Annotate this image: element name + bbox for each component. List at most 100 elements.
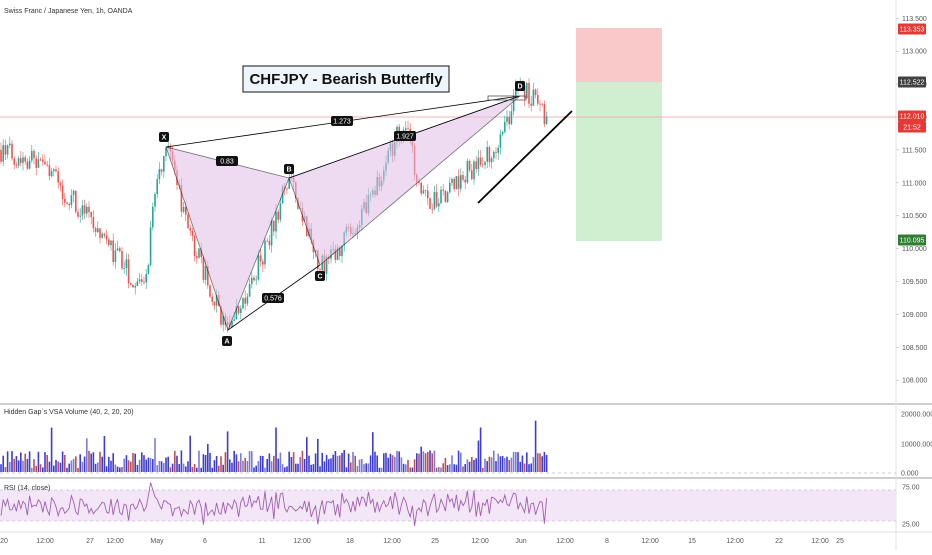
price-tick-label: 110.500 (902, 213, 927, 220)
time-tick-label: 12:00 (36, 538, 54, 545)
annotation-title-box[interactable] (242, 65, 450, 93)
candle-body (336, 247, 339, 260)
volume-bar (105, 466, 108, 472)
volume-bar (57, 461, 59, 472)
volume-bar (358, 459, 361, 472)
volume-bar (537, 453, 539, 472)
butterfly-pattern[interactable]: X A B C D 0.83 0.576 1.927 1.273 (159, 81, 525, 346)
rsi-pane-label: RSI (14, close) (4, 485, 50, 492)
candle-body (149, 227, 152, 266)
candle-body (202, 256, 205, 280)
candle-body (462, 175, 464, 180)
volume-bar (165, 457, 167, 472)
ratio-label[interactable]: 1.927 (394, 131, 416, 141)
target-price-tag: 110.095 (898, 234, 926, 246)
volume-bar (312, 464, 315, 472)
support-trendline[interactable] (477, 110, 573, 204)
candle-body (273, 220, 275, 232)
volume-bar (411, 467, 414, 472)
candle-body (499, 134, 502, 148)
volume-bar (141, 452, 143, 472)
volume-bar (396, 450, 398, 472)
candle-body (475, 161, 477, 169)
candle-body (198, 248, 200, 258)
volume-bar (70, 460, 73, 472)
candle-body (468, 160, 471, 171)
candle-body (240, 308, 242, 313)
pattern-point-x[interactable]: X (159, 132, 169, 142)
volume-bar (460, 452, 462, 472)
volume-bar (517, 452, 519, 472)
time-axis[interactable]: 20 12:00 27 12:00 May 6 11 12:00 18 12:00 25 12:00 J… (0, 538, 844, 545)
price-tick-label: 111.500 (902, 147, 926, 154)
volume-bar (156, 465, 158, 472)
volume-tick-label: 0.000 (901, 471, 919, 478)
svg-text:1.927: 1.927 (396, 134, 414, 141)
volume-bar (101, 456, 103, 472)
candle-body (248, 283, 251, 297)
candle-body (277, 211, 279, 220)
candle-body (209, 285, 211, 297)
volume-bar (352, 452, 354, 472)
volume-bar (354, 455, 356, 472)
volume-bar (222, 464, 224, 472)
volume-bar (240, 453, 242, 472)
pattern-point-c[interactable]: C (315, 271, 325, 281)
candle-body (235, 306, 238, 320)
take-profit-zone[interactable] (576, 82, 662, 241)
svg-text:C: C (317, 274, 322, 281)
volume-bar (185, 466, 187, 472)
time-tick-label: 12:00 (383, 538, 401, 545)
volume-bar (306, 437, 308, 472)
candle-body (464, 179, 466, 183)
time-tick-label: 12:00 (293, 538, 311, 545)
volume-bar (418, 453, 420, 472)
d-point-box[interactable] (487, 95, 527, 101)
candle-body (0, 149, 2, 162)
volume-bar (317, 438, 319, 472)
volume-bar (88, 450, 90, 472)
volume-bar (200, 467, 202, 472)
volume-bar (420, 446, 422, 472)
rsi-line[interactable] (0, 482, 548, 527)
volume-bar (22, 460, 24, 472)
ratio-label[interactable]: 1.273 (331, 116, 353, 126)
volume-bars[interactable] (0, 420, 548, 472)
pattern-point-b[interactable]: B (284, 164, 294, 174)
candle-body (534, 89, 537, 96)
volume-bar (365, 463, 367, 472)
candle-body (471, 170, 473, 180)
price-tick-label: 113.500 (902, 16, 927, 23)
volume-bar (501, 455, 504, 472)
candle-body (2, 145, 4, 162)
ratio-label[interactable]: 0.576 (262, 293, 284, 303)
price-tick-label: 110.000 (902, 246, 927, 253)
candle-body (446, 192, 449, 203)
price-axis[interactable]: 113.500113.000112.500112.000111.500111.0… (896, 16, 927, 385)
volume-bar (123, 458, 125, 472)
volume-bar (61, 451, 64, 472)
volume-bar (530, 463, 532, 472)
candle-body (46, 164, 48, 166)
candle-body (444, 190, 447, 203)
pattern-point-a[interactable]: A (222, 336, 232, 346)
pattern-point-d[interactable]: D (515, 81, 525, 91)
volume-bar (442, 463, 444, 472)
volume-bar (275, 427, 277, 472)
volume-bar (471, 457, 473, 472)
stop-loss-zone[interactable] (576, 28, 662, 82)
volume-bar (367, 463, 370, 472)
ratio-label[interactable]: 0.83 (216, 156, 238, 166)
volume-axis: 20000.000 10000.000 0.000 (901, 412, 932, 478)
rsi-tick-label: 25.00 (902, 522, 920, 529)
candle-body (341, 245, 343, 257)
volume-bar (526, 452, 528, 472)
volume-bar (213, 460, 216, 472)
volume-bar (26, 458, 29, 472)
volume-bar (257, 461, 260, 472)
candle-body (187, 214, 189, 229)
candle-body (420, 182, 422, 194)
time-tick-label: 12:00 (726, 538, 744, 545)
